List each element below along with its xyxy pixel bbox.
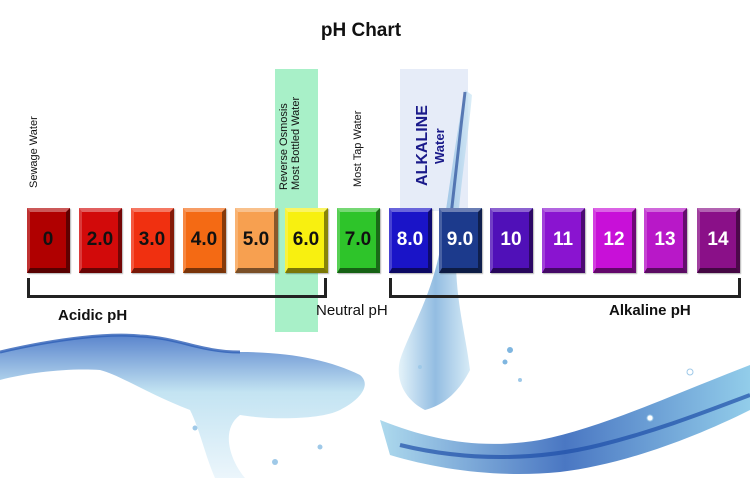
ph-tile-8: 8.0 (389, 208, 432, 273)
ph-tile-5: 5.0 (235, 208, 278, 273)
tap-water-label: Most Tap Water (352, 110, 364, 187)
ph-tile-11: 11 (542, 208, 585, 273)
ph-tile-13: 13 (644, 208, 687, 273)
ph-tile-9: 9.0 (439, 208, 482, 273)
chart-title: pH Chart (320, 20, 402, 41)
alkaline-line2: Water (432, 128, 447, 164)
ph-tile-3: 3.0 (131, 208, 174, 273)
ph-tile-7: 7.0 (337, 208, 380, 273)
ph-tile-4: 4.0 (183, 208, 226, 273)
reverse-osmosis-line2: Most Bottled Water (290, 96, 302, 190)
acidic-range-bracket (27, 278, 327, 298)
alkaline-line1: ALKALINE (414, 105, 431, 187)
ph-tile-10: 10 (490, 208, 533, 273)
sewage-water-label: Sewage Water (28, 116, 40, 188)
ph-tile-14: 14 (697, 208, 740, 273)
ph-tile-2: 2.0 (79, 208, 122, 273)
ph-tile-0: 0 (27, 208, 70, 273)
reverse-osmosis-highlight-band (275, 69, 318, 332)
reverse-osmosis-line1: Reverse Osmosis (278, 103, 290, 190)
reverse-osmosis-label: Reverse Osmosis Most Bottled Water (278, 72, 302, 190)
neutral-range-label: Neutral pH (316, 302, 388, 319)
alkaline-water-label: ALKALINE Water (414, 100, 448, 192)
ph-tile-6: 6.0 (285, 208, 328, 273)
acidic-range-label: Acidic pH (58, 307, 128, 324)
alkaline-range-label: Alkaline pH (609, 302, 691, 319)
alkaline-range-bracket (389, 278, 741, 298)
ph-tile-12: 12 (593, 208, 636, 273)
